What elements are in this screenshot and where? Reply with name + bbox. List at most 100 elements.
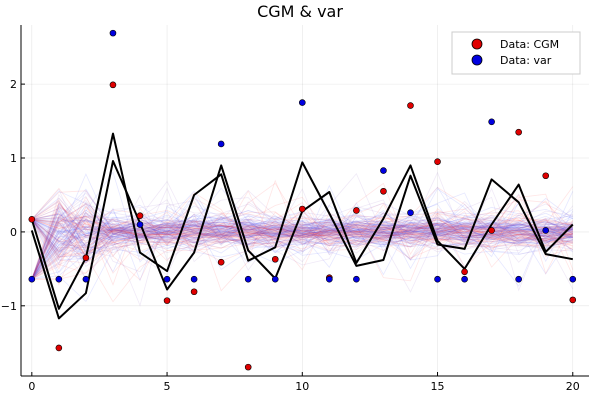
ensemble-trajectory [31,219,573,280]
var-point [434,275,441,283]
ensemble-trajectory [31,201,573,280]
ensemble-trajectory [31,219,573,257]
ensemble-trajectory [31,192,574,273]
ensemble-trajectory [31,206,573,280]
ensemble-trajectory [31,218,573,245]
ensemble-trajectory [31,215,573,254]
ensemble-trajectory [31,218,573,251]
ensemble-trajectory [31,188,573,254]
ensemble-trajectory [31,218,573,258]
ensemble-trajectory [31,218,573,246]
ensemble-trajectory [31,219,573,259]
ensemble-trajectory [31,218,573,240]
ensemble-trajectory [31,212,573,252]
ensemble-trajectory [31,182,574,280]
ensemble-trajectory [31,192,573,280]
ensemble-trajectory [31,201,574,290]
var-point [271,275,279,283]
legend-marker-var [471,54,483,66]
ensemble-trajectory [31,205,573,240]
var-point [569,275,577,283]
cgm-point [109,81,117,89]
ensemble-trajectory [31,224,573,280]
cgm-point [488,227,495,234]
ensemble-trajectory [31,218,573,238]
ensemble-trajectory [31,219,573,254]
ensemble-trajectory [31,205,573,280]
ensemble-trajectory [31,213,573,282]
var-point [461,275,468,283]
ensemble-trajectory [31,209,573,280]
var-point [55,275,63,283]
cgm-point [217,258,225,266]
axes-layer: 0 5 10 15 20 −1 0 1 2 [1,25,589,393]
ensemble-trajectory [31,215,573,280]
cgm-point [380,187,387,195]
cgm-point [271,255,279,263]
ensemble-trajectory [31,209,573,280]
ensemble-trajectory [31,226,573,280]
ensemble-layer [31,171,574,307]
ensemble-trajectory [31,226,573,280]
ensemble-trajectory [31,226,573,280]
ensemble-trajectory [31,202,573,280]
y-tick-label: 2 [10,78,17,91]
ensemble-trajectory [31,219,573,274]
ensemble-trajectory [31,189,573,280]
ensemble-trajectory [31,188,574,280]
ensemble-trajectory [31,221,573,280]
legend-marker-cgm [471,38,483,50]
ensemble-trajectory [31,211,573,280]
model-line-1 [30,132,573,310]
ensemble-trajectory [31,216,573,280]
ensemble-trajectory [31,223,573,280]
ensemble-trajectory [31,187,573,235]
var-point [217,140,225,148]
ensemble-trajectory [31,219,573,280]
ensemble-trajectory [31,213,573,257]
ensemble-trajectory [31,231,573,280]
cgm-point [542,172,550,180]
var-point [136,221,144,228]
var-point [407,209,414,216]
ensemble-trajectory [31,213,573,234]
cgm-point [82,254,90,262]
ensemble-trajectory [31,199,573,280]
ensemble-trajectory [31,171,573,280]
var-point [109,29,117,37]
ensemble-trajectory [31,226,573,280]
ensemble-trajectory [31,219,573,259]
cgm-point [407,102,414,109]
ensemble-trajectory [31,215,573,280]
ensemble-trajectory [31,209,573,240]
ensemble-trajectory [31,188,573,280]
cgm-point [353,207,360,214]
ensemble-trajectory [31,221,573,280]
var-point [515,275,522,283]
ensemble-trajectory [31,196,573,253]
ensemble-trajectory [31,201,573,242]
ensemble-trajectory [31,200,573,250]
var-point [244,275,252,283]
var-point [190,275,198,283]
ensemble-trajectory [31,200,573,244]
ensemble-trajectory [31,213,573,280]
ensemble-trajectory [31,223,573,280]
ensemble-trajectory [31,219,573,280]
var-point [542,227,550,234]
cgm-point [515,128,522,136]
ensemble-trajectory [31,208,573,248]
ensemble-trajectory [31,192,573,274]
ensemble-trajectory [31,186,574,271]
ensemble-trajectory [31,217,573,243]
ensemble-trajectory [31,206,573,280]
ensemble-trajectory [31,213,573,237]
ensemble-trajectory [31,213,573,256]
ensemble-trajectory [31,218,573,231]
ensemble-trajectory [31,219,573,254]
ensemble-trajectory [31,218,573,244]
y-tick-label: 0 [10,226,17,239]
ensemble-trajectory [31,207,573,280]
cgm-point [298,205,306,213]
ensemble-trajectory [31,190,574,287]
